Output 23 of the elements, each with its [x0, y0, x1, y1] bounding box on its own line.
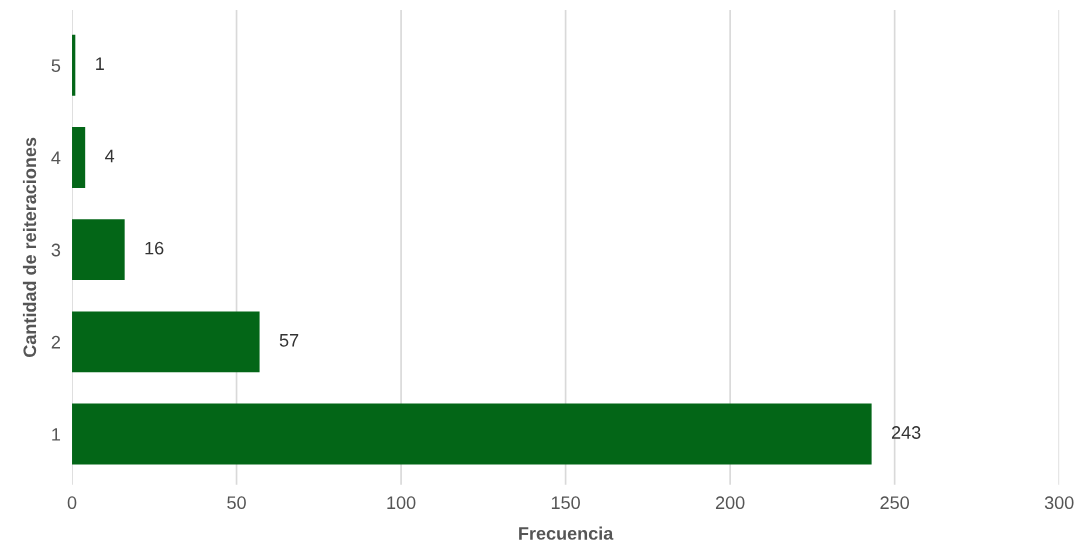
- bar: [72, 311, 260, 373]
- data-label: 1: [96, 57, 104, 70]
- y-tick-label: 2: [51, 335, 60, 349]
- bar: [72, 127, 86, 188]
- y-tick-label: 5: [51, 59, 61, 73]
- y-axis-title: Cantidad de reiteraciones: [22, 137, 37, 357]
- x-tick-label: 0: [67, 496, 77, 510]
- x-tick-label: 100: [387, 496, 416, 510]
- x-tick-label: 50: [227, 496, 246, 510]
- x-tick-label: 150: [551, 496, 580, 510]
- data-label: 4: [105, 149, 115, 163]
- y-tick-label: 3: [51, 243, 61, 257]
- bar: [72, 219, 125, 281]
- x-tick-label: 300: [1044, 496, 1074, 510]
- x-axis-title: Frecuencia: [519, 526, 614, 540]
- data-label: 57: [279, 334, 299, 347]
- data-label: 16: [145, 241, 164, 255]
- y-tick-label: 4: [51, 151, 61, 165]
- x-tick-label: 250: [880, 496, 910, 510]
- y-tick-label: 1: [52, 428, 61, 441]
- bar: [72, 403, 872, 465]
- data-label: 243: [891, 426, 921, 439]
- x-tick-label: 200: [715, 496, 745, 510]
